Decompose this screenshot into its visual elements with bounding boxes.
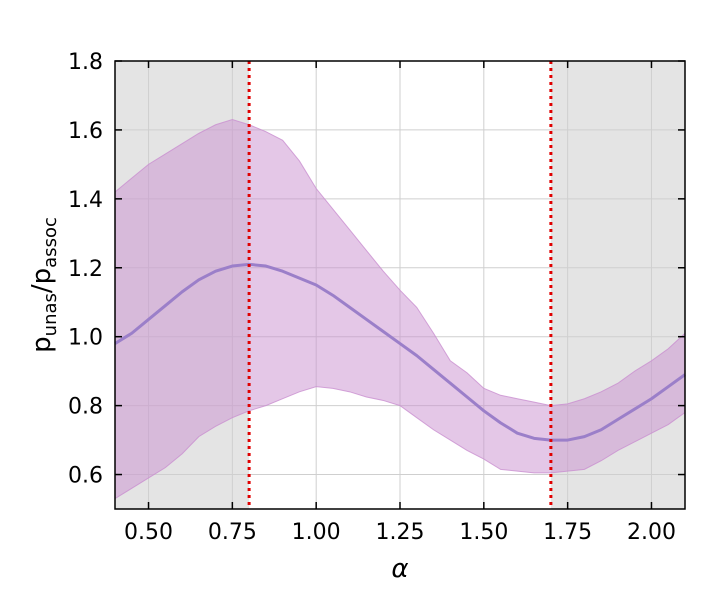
y-tick-label-2: 1.0 (68, 326, 103, 351)
y-tick-label-6: 1.8 (68, 50, 103, 75)
y-tick-label-1: 0.8 (68, 395, 103, 420)
y-axis-label-base2: p (27, 268, 57, 285)
y-tick-label-4: 1.4 (68, 188, 103, 213)
x-tick-label-0: 0.50 (124, 520, 173, 545)
x-tick-label-6: 2.00 (627, 520, 676, 545)
series-lines (114, 262, 686, 442)
x-axis-label: α (391, 554, 408, 584)
vertical-markers (247, 61, 553, 509)
x-tick-label-2: 1.00 (292, 520, 341, 545)
x-tick-label-5: 1.75 (543, 520, 592, 545)
y-axis-label-base1: p (27, 336, 57, 353)
ticks: 0.50 0.75 1.00 1.25 1.50 1.75 2.00 0.6 0.8 1.0 1.2… (68, 50, 685, 545)
x-tick-label-1: 0.75 (208, 520, 257, 545)
y-tick-label-3: 1.2 (68, 257, 103, 282)
series-line-0 (114, 262, 686, 442)
y-axis-label-slash: / (27, 284, 57, 293)
y-tick-label-5: 1.6 (68, 119, 103, 144)
x-tick-label-3: 1.25 (376, 520, 425, 545)
y-axis-label-sub1: unas (40, 293, 61, 336)
y-axis-label: punas/passoc (27, 217, 61, 353)
x-tick-label-4: 1.50 (459, 520, 508, 545)
y-axis-label-sub2: assoc (40, 217, 61, 268)
y-tick-label-0: 0.6 (68, 464, 103, 489)
